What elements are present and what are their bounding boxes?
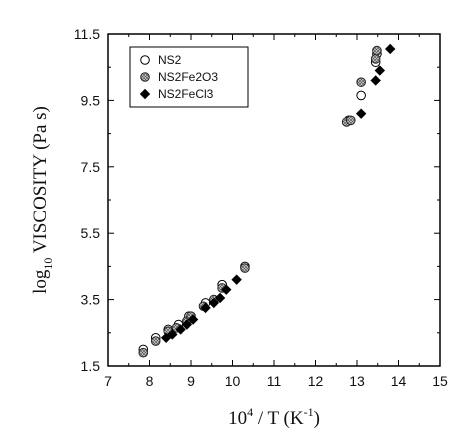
x-tick-label: 7 <box>104 373 112 389</box>
data-point-ns2fecl3 <box>355 108 367 119</box>
data-point-ns2fecl3 <box>208 297 220 309</box>
x-tick-label: 14 <box>391 373 407 389</box>
axis-ticks <box>107 33 441 367</box>
x-axis-title-text: / T (K <box>253 408 304 429</box>
y-tick-label: 5.5 <box>81 225 101 241</box>
data-point-ns2fe2o3 <box>240 263 250 273</box>
legend: NS2 NS2Fe2O3 NS2FeCl3 <box>129 46 249 108</box>
x-axis-title-exp: 4 <box>247 405 253 419</box>
x-axis-title-close: ) <box>314 408 320 429</box>
data-point-ns2fecl3 <box>175 324 186 335</box>
data-point-ns2fe2o3 <box>372 45 382 56</box>
data-point-ns2fecl3 <box>231 274 242 285</box>
data-point-ns2fe2o3 <box>150 336 161 346</box>
y-axis-title: log10 VISCOSITY (Pa s) <box>30 106 55 294</box>
x-axis-title-base: 10 <box>228 408 247 429</box>
x-tick-label: 9 <box>187 373 195 389</box>
legend-marker-ns2fe2o3 <box>140 72 150 82</box>
x-axis-title: 104 / T (K-1) <box>228 405 320 429</box>
legend-marker-ns2 <box>140 55 150 65</box>
x-axis-title-unit-exp: -1 <box>304 405 314 419</box>
x-tick-label: 15 <box>432 373 448 389</box>
x-tick-label: 10 <box>225 373 241 389</box>
y-tick-labels: 1.5 3.5 5.5 7.5 9.5 11.5 <box>74 26 100 374</box>
data-point-ns2fe2o3 <box>138 347 149 358</box>
data-point-ns2fecl3 <box>167 329 178 340</box>
x-tick-label: 11 <box>267 373 282 389</box>
data-points <box>138 43 396 358</box>
legend-label-ns2fecl3: NS2FeCl3 <box>158 87 214 101</box>
data-point-ns2fecl3 <box>200 302 211 314</box>
x-tick-label: 12 <box>308 373 324 389</box>
data-point-ns2fecl3 <box>385 43 396 55</box>
y-axis-title-prefix: log <box>30 269 51 294</box>
data-point-ns2fecl3 <box>221 284 232 295</box>
x-tick-labels: 7 8 9 10 11 12 13 14 15 <box>104 373 448 389</box>
legend-label-ns2fe2o3: NS2Fe2O3 <box>158 70 218 84</box>
data-point-ns2fecl3 <box>187 314 199 325</box>
y-axis-title-text: VISCOSITY (Pa s) <box>30 106 51 257</box>
data-point-ns2 <box>356 90 366 101</box>
data-point-ns2fe2o3 <box>370 54 381 64</box>
x-tick-label: 13 <box>349 373 365 389</box>
data-point-ns2fecl3 <box>370 75 381 86</box>
y-axis-title-sub: 10 <box>41 258 55 270</box>
data-point-ns2fecl3 <box>374 65 386 76</box>
data-point-ns2fe2o3 <box>356 77 366 87</box>
data-point-ns2fe2o3 <box>345 115 356 126</box>
y-tick-label: 7.5 <box>81 159 101 175</box>
y-tick-label: 9.5 <box>81 92 101 108</box>
data-point-ns2fecl3 <box>214 292 226 304</box>
x-tick-label: 8 <box>146 373 154 389</box>
legend-marker-ns2fecl3 <box>139 88 151 100</box>
y-tick-label: 11.5 <box>74 26 100 42</box>
y-tick-label: 1.5 <box>81 358 101 374</box>
y-tick-label: 3.5 <box>81 292 101 308</box>
data-point-ns2fecl3 <box>181 319 193 330</box>
legend-label-ns2: NS2 <box>158 53 182 67</box>
